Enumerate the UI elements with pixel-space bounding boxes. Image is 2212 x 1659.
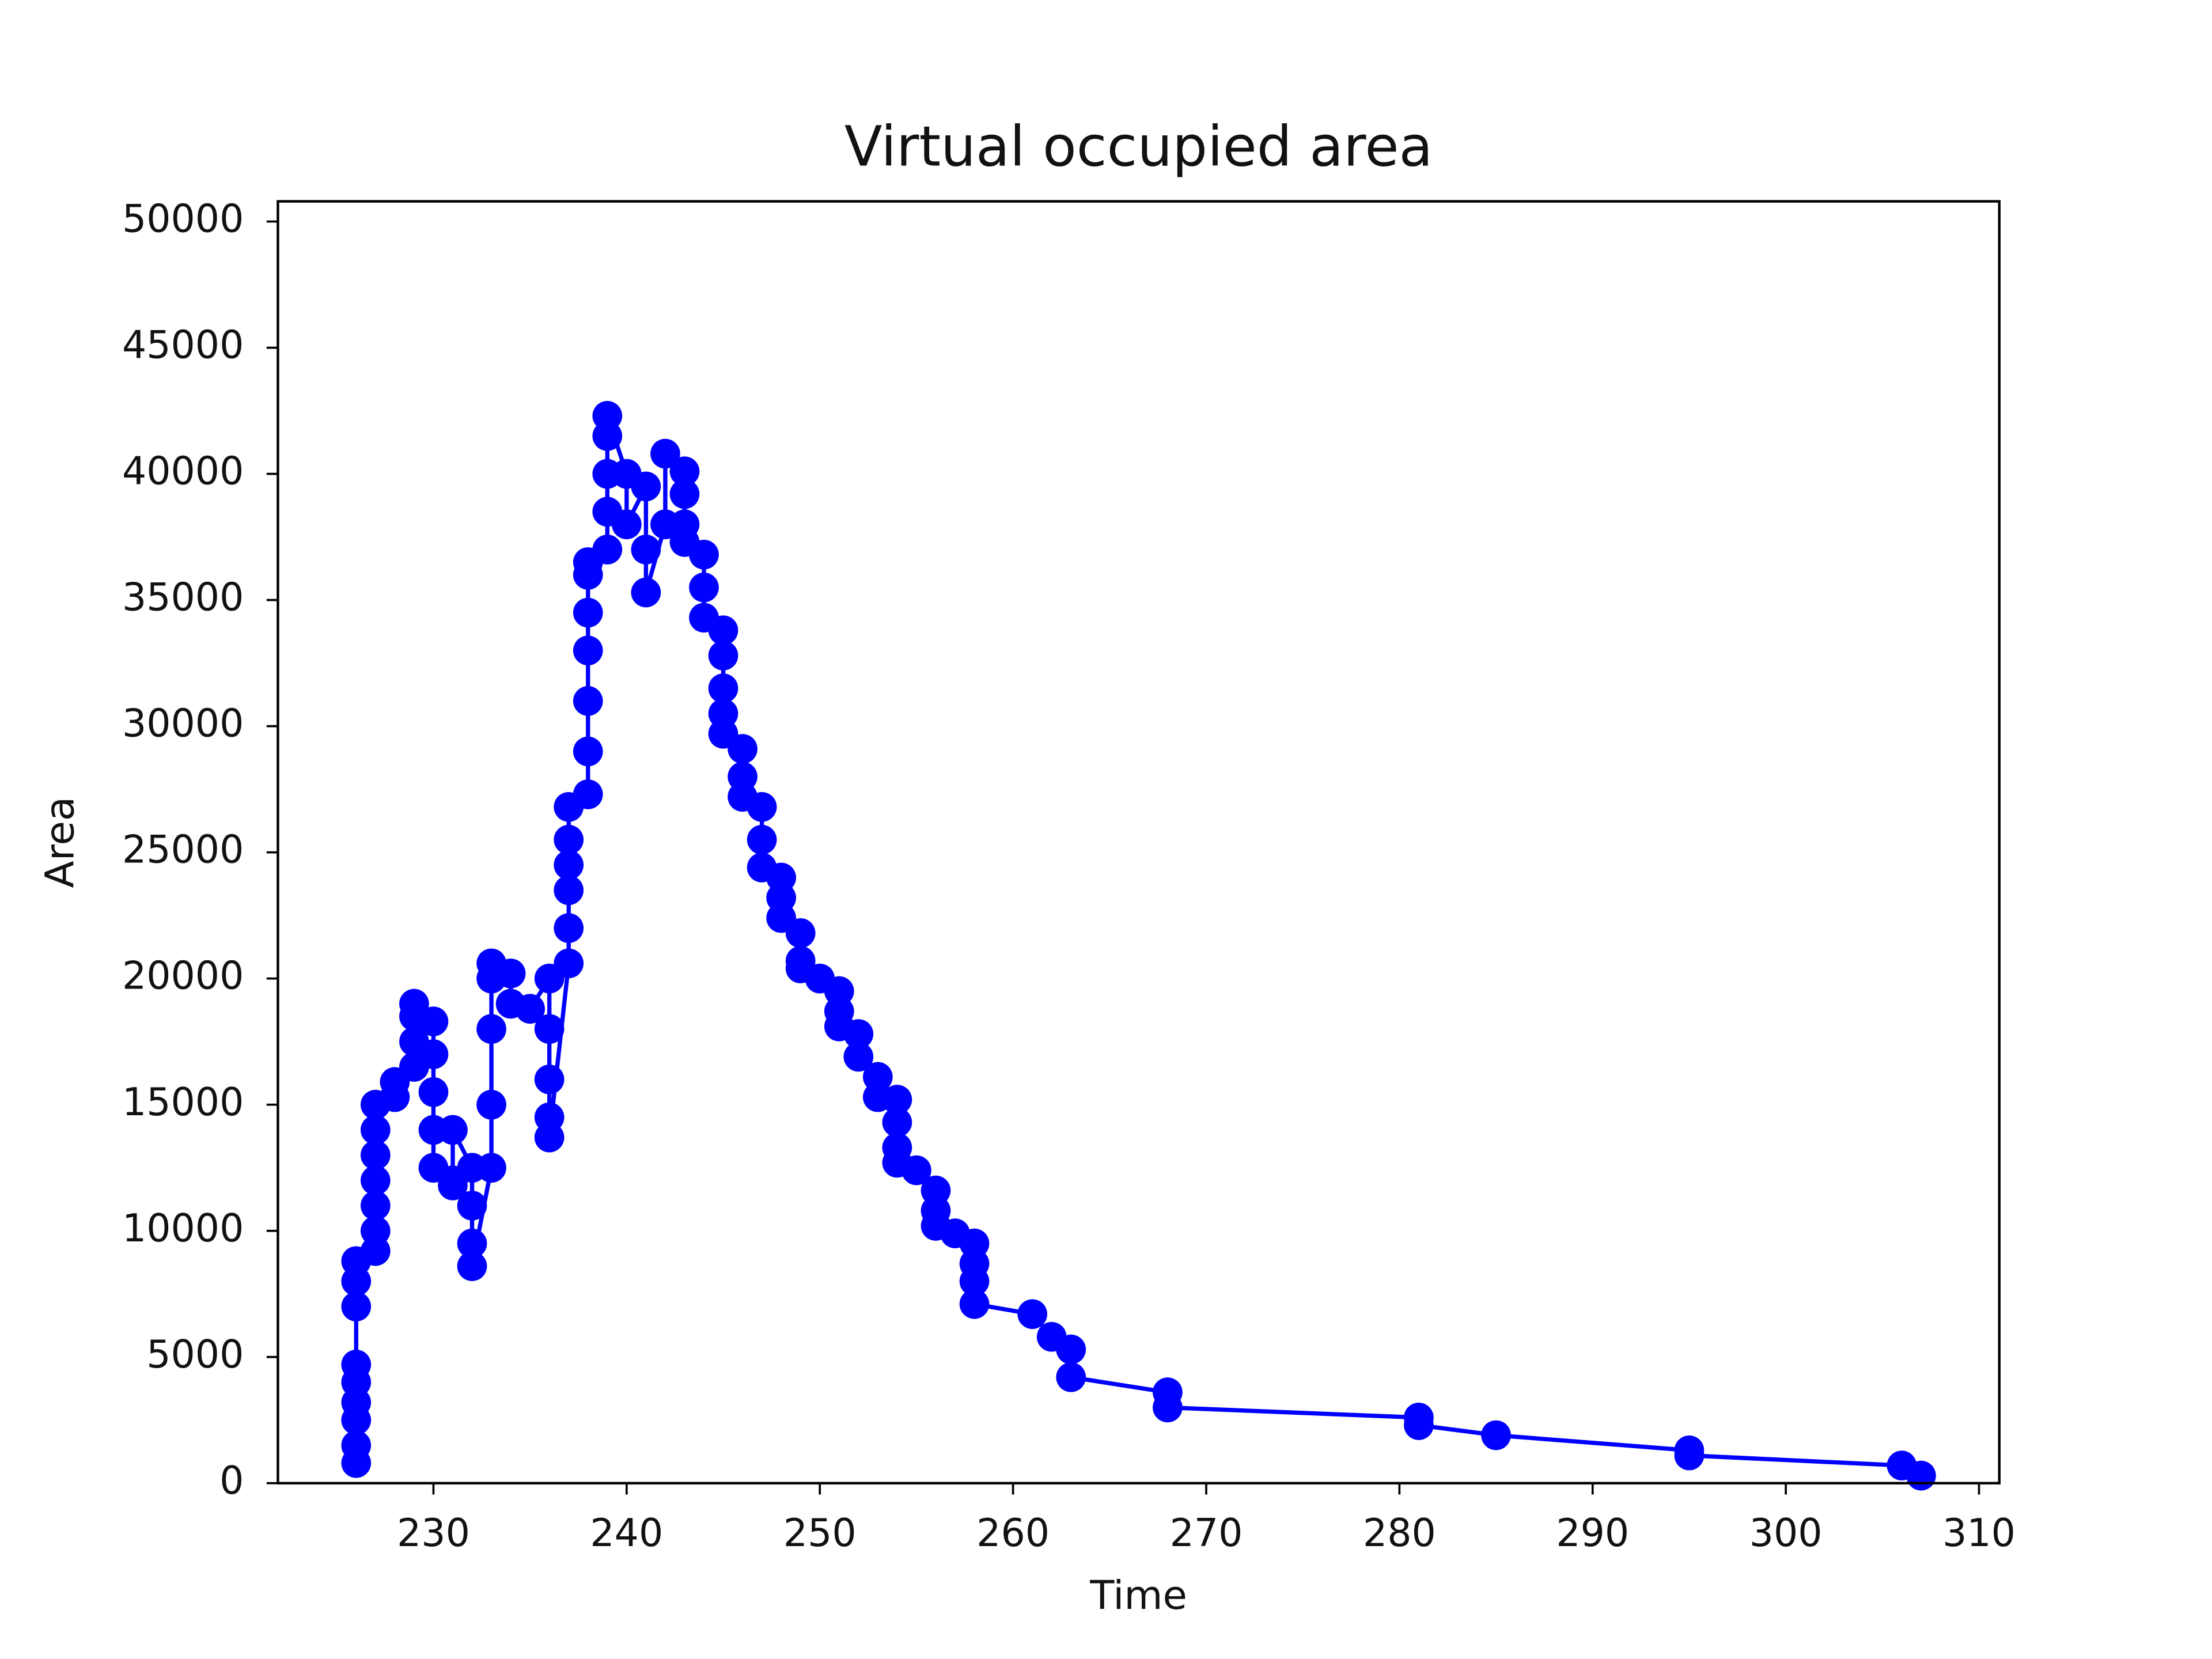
data-point — [689, 539, 719, 570]
data-point — [631, 535, 661, 565]
x-tick-label: 240 — [590, 1510, 663, 1555]
data-point — [341, 1350, 372, 1380]
data-point — [573, 597, 603, 628]
x-tick-label: 250 — [783, 1510, 857, 1555]
y-tick-label: 15000 — [122, 1080, 244, 1124]
x-tick-label: 310 — [1942, 1510, 2016, 1555]
data-point — [418, 1039, 449, 1069]
plot-frame — [276, 200, 2001, 1484]
data-point — [882, 1085, 912, 1115]
data-point — [592, 535, 623, 565]
data-point — [631, 577, 661, 608]
data-point — [902, 1155, 931, 1185]
data-point — [882, 1107, 912, 1138]
data-point — [573, 635, 603, 666]
data-point — [457, 1191, 487, 1221]
data-point — [631, 471, 661, 502]
y-tick-label: 35000 — [122, 575, 244, 620]
data-point — [341, 1430, 372, 1460]
data-point — [554, 913, 584, 943]
data-point — [959, 1266, 990, 1297]
data-point — [843, 1041, 874, 1072]
y-tick-label: 10000 — [122, 1206, 244, 1251]
y-tick-label: 0 — [219, 1458, 244, 1503]
data-point — [573, 686, 603, 716]
x-axis-label: Time — [1089, 1573, 1187, 1619]
y-axis-label: Area — [37, 797, 83, 888]
data-point — [534, 1014, 565, 1044]
data-point — [592, 401, 623, 431]
data-point — [554, 948, 584, 979]
data-point — [341, 1291, 372, 1321]
y-tick-label: 45000 — [122, 323, 244, 368]
chart-title: Virtual occupied area — [844, 114, 1433, 179]
data-point — [515, 994, 545, 1024]
data-point — [360, 1165, 391, 1195]
data-point — [708, 673, 738, 703]
data-point — [360, 1215, 391, 1246]
data-point — [573, 736, 603, 767]
data-point — [554, 824, 584, 855]
data-point — [457, 1228, 487, 1259]
data-point — [1056, 1334, 1086, 1365]
data-point — [438, 1171, 468, 1200]
data-point — [785, 918, 816, 948]
data-point — [573, 779, 603, 809]
x-tick-label: 260 — [976, 1510, 1050, 1555]
data-point — [1153, 1392, 1183, 1423]
data-point — [1906, 1460, 1936, 1491]
y-tick-label: 40000 — [122, 449, 244, 494]
data-point — [669, 456, 700, 487]
data-point — [418, 1006, 449, 1037]
data-point — [708, 615, 738, 646]
x-tick-label: 280 — [1363, 1510, 1436, 1555]
x-tick-label: 300 — [1749, 1510, 1823, 1555]
data-point — [1056, 1362, 1086, 1392]
y-tick-label: 20000 — [122, 953, 244, 998]
data-point — [534, 1065, 565, 1094]
x-tick-label: 270 — [1170, 1510, 1243, 1555]
data-point — [476, 1014, 506, 1044]
data-point — [476, 1089, 506, 1120]
data-point — [438, 1115, 468, 1145]
data-point — [457, 1251, 487, 1281]
data-point — [747, 791, 777, 822]
data-point — [843, 1019, 874, 1049]
data-point — [360, 1140, 391, 1171]
data-point — [1674, 1440, 1705, 1471]
data-point — [650, 438, 680, 469]
y-tick-label: 50000 — [122, 196, 244, 241]
data-point — [554, 875, 584, 906]
data-point — [611, 509, 642, 540]
x-tick-label: 230 — [397, 1510, 470, 1555]
data-point — [728, 734, 757, 764]
data-point — [669, 479, 700, 509]
data-point — [708, 641, 738, 671]
y-tick-label: 5000 — [146, 1332, 244, 1377]
data-point — [476, 1153, 506, 1183]
y-tick-label: 25000 — [122, 827, 244, 872]
data-point — [689, 572, 719, 603]
data-point — [959, 1289, 990, 1319]
data-point — [360, 1115, 391, 1145]
data-point — [534, 1122, 565, 1153]
data-point — [1017, 1299, 1047, 1330]
data-point — [399, 988, 429, 1019]
x-tick-label: 290 — [1556, 1510, 1629, 1555]
data-point — [747, 824, 777, 855]
data-point — [418, 1077, 449, 1107]
data-point — [554, 850, 584, 880]
data-point — [1481, 1420, 1511, 1450]
data-point — [1404, 1410, 1434, 1440]
data-point — [360, 1191, 391, 1221]
data-point — [495, 959, 526, 988]
y-tick-label: 30000 — [122, 701, 244, 746]
